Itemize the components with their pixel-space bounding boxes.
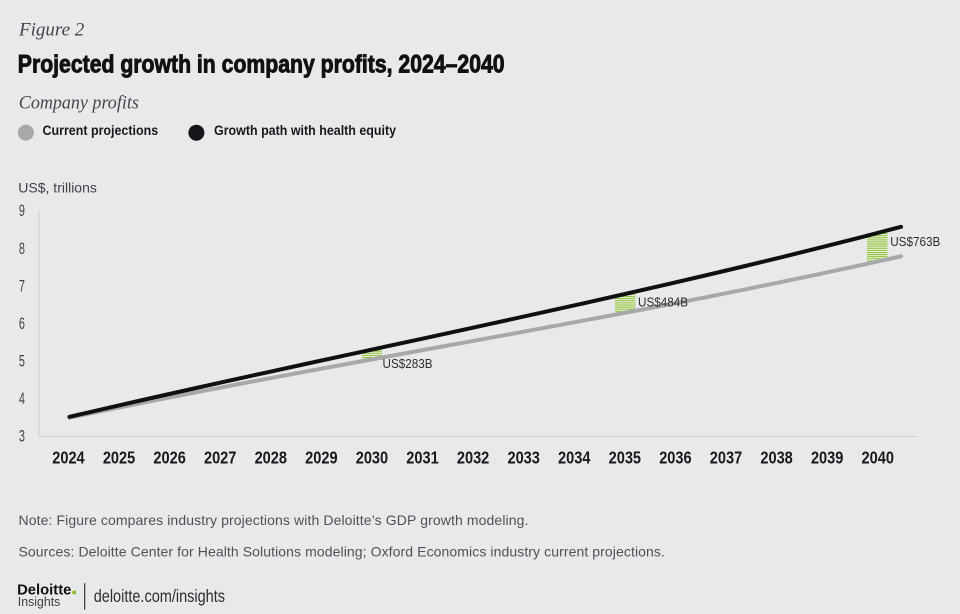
svg-text:2027: 2027 bbox=[204, 448, 236, 468]
svg-text:2030: 2030 bbox=[356, 448, 388, 468]
svg-text:2031: 2031 bbox=[406, 448, 438, 468]
svg-text:US$283B: US$283B bbox=[383, 357, 433, 372]
svg-text:9: 9 bbox=[19, 201, 25, 220]
svg-text:Note: Figure compares industry: Note: Figure compares industry projectio… bbox=[19, 512, 529, 528]
svg-text:7: 7 bbox=[19, 276, 25, 295]
svg-text:deloitte.com/insights: deloitte.com/insights bbox=[94, 587, 225, 607]
svg-text:2033: 2033 bbox=[507, 448, 539, 468]
svg-text:2028: 2028 bbox=[255, 448, 287, 468]
svg-text:2039: 2039 bbox=[811, 448, 843, 468]
svg-text:8: 8 bbox=[19, 238, 25, 257]
svg-text:US$763B: US$763B bbox=[890, 234, 940, 249]
svg-text:2029: 2029 bbox=[305, 448, 337, 468]
svg-text:2035: 2035 bbox=[609, 448, 641, 468]
svg-text:2026: 2026 bbox=[153, 448, 185, 468]
svg-text:2036: 2036 bbox=[659, 448, 691, 468]
svg-text:Insights: Insights bbox=[18, 595, 60, 609]
svg-text:5: 5 bbox=[19, 351, 25, 370]
svg-text:3: 3 bbox=[19, 426, 25, 445]
svg-text:US$484B: US$484B bbox=[638, 295, 688, 310]
svg-text:2037: 2037 bbox=[710, 448, 742, 468]
svg-text:2025: 2025 bbox=[103, 448, 135, 468]
svg-text:Current projections: Current projections bbox=[43, 123, 159, 139]
svg-text:4: 4 bbox=[19, 389, 25, 408]
svg-text:2038: 2038 bbox=[760, 448, 792, 468]
svg-text:Growth path with health equity: Growth path with health equity bbox=[214, 123, 397, 139]
svg-text:2034: 2034 bbox=[558, 448, 591, 468]
svg-text:US$, trillions: US$, trillions bbox=[18, 180, 97, 196]
svg-text:2040: 2040 bbox=[862, 448, 894, 468]
svg-text:Sources: Deloitte Center for H: Sources: Deloitte Center for Health Solu… bbox=[19, 543, 665, 559]
svg-text:Projected growth in company pr: Projected growth in company profits, 202… bbox=[18, 50, 505, 78]
svg-text:2032: 2032 bbox=[457, 448, 489, 468]
svg-text:Deloitte: Deloitte bbox=[17, 582, 71, 598]
svg-text:6: 6 bbox=[19, 314, 25, 333]
svg-text:Figure 2: Figure 2 bbox=[18, 20, 85, 41]
svg-text:Company profits: Company profits bbox=[19, 92, 139, 114]
svg-text:2024: 2024 bbox=[52, 448, 85, 468]
